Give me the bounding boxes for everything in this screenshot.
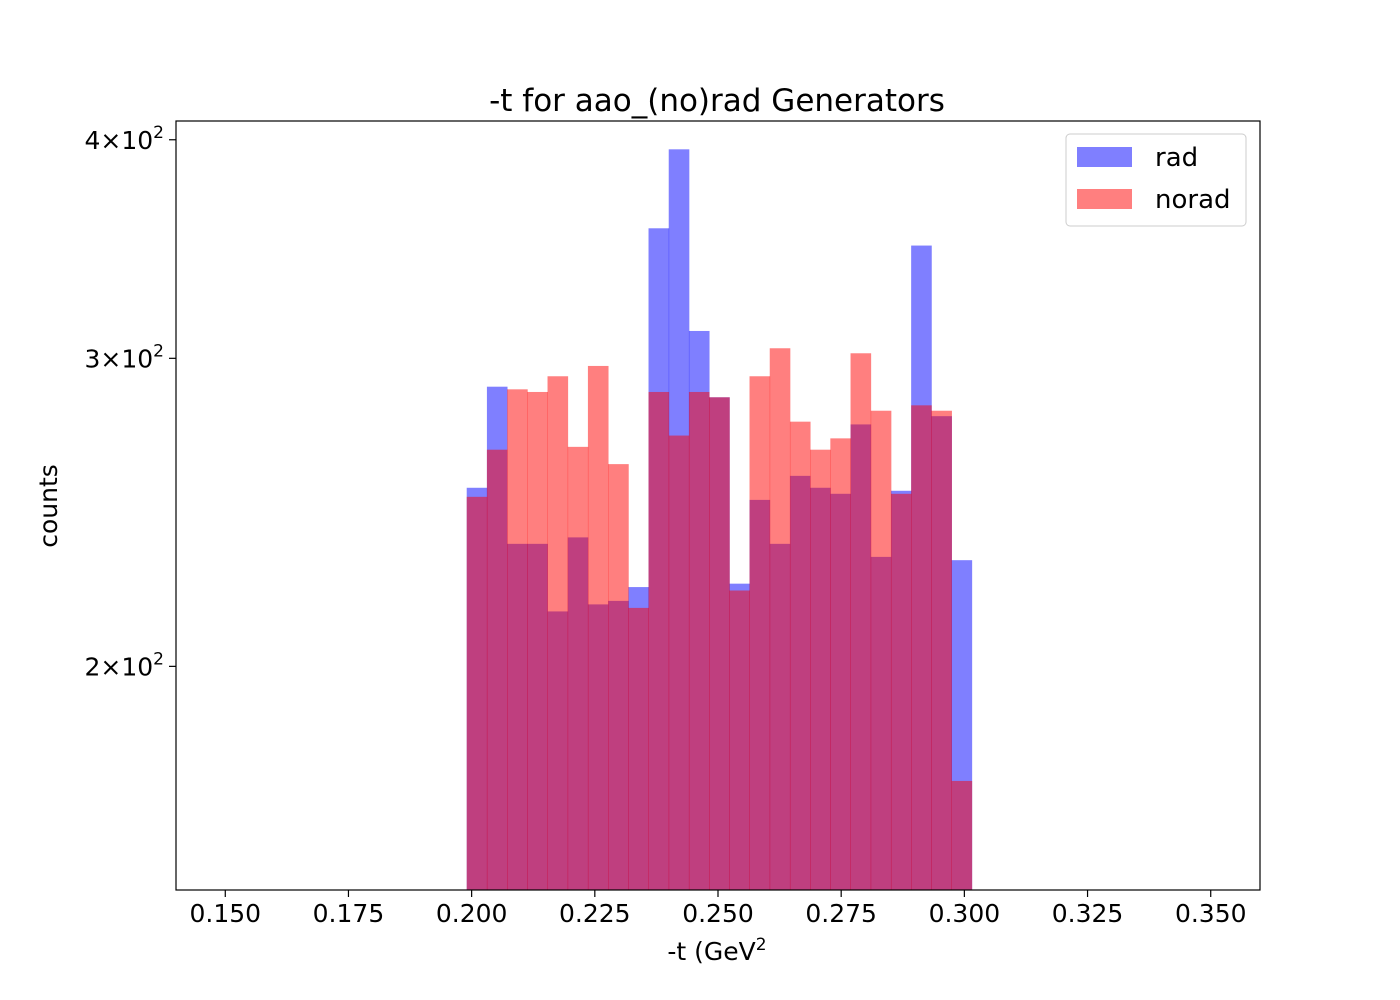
bar-norad-15 <box>769 348 791 890</box>
bar-norad-11 <box>688 391 710 890</box>
bar-norad-17 <box>810 449 831 890</box>
x-tick-label: 0.150 <box>189 899 261 928</box>
x-tick-label: 0.325 <box>1052 899 1124 928</box>
bar-norad-6 <box>587 365 609 890</box>
legend: rad norad <box>1065 133 1247 227</box>
y-tick-label: 2×102 <box>85 649 165 681</box>
bar-norad-18 <box>830 438 851 890</box>
bar-norad-8 <box>628 607 649 890</box>
y-axis: 2×102 3×102 4×102 <box>85 123 176 681</box>
bar-norad-7 <box>608 464 629 890</box>
x-axis: 0.150 0.175 0.200 0.225 0.250 0.275 0.300 0.325… <box>189 890 1247 928</box>
bar-norad-16 <box>789 421 811 890</box>
x-tick-label: 0.200 <box>436 899 508 928</box>
bar-norad-23 <box>931 410 952 890</box>
bar-norad-9 <box>648 391 670 890</box>
legend-swatch-norad <box>1077 189 1132 209</box>
bar-norad-24 <box>951 780 973 890</box>
y-tick-label: 3×102 <box>85 341 165 373</box>
bar-norad-10 <box>668 435 690 890</box>
bar-norad-20 <box>870 410 892 890</box>
x-tick-label: 0.225 <box>559 899 631 928</box>
x-tick-label: 0.300 <box>929 899 1001 928</box>
bar-norad-21 <box>890 493 912 890</box>
bar-norad-4 <box>547 376 569 890</box>
y-axis-title: counts <box>34 464 63 548</box>
x-tick-label: 0.350 <box>1175 899 1247 928</box>
legend-swatch-rad <box>1077 147 1132 167</box>
x-axis-title-text: -t (GeV <box>667 937 755 966</box>
bars-layer <box>466 149 973 891</box>
bar-norad-22 <box>911 405 932 890</box>
series-norad <box>466 348 973 890</box>
legend-label-rad: rad <box>1155 143 1198 173</box>
x-axis-title: -t (GeV2 <box>667 935 766 966</box>
x-tick-label: 0.175 <box>313 899 385 928</box>
bar-norad-5 <box>567 446 589 890</box>
x-tick-label: 0.275 <box>805 899 877 928</box>
bar-norad-19 <box>850 353 872 890</box>
y-tick-label: 4×102 <box>85 123 165 155</box>
x-tick-label: 0.250 <box>682 899 754 928</box>
bar-norad-13 <box>729 590 750 890</box>
x-axis-title-superscript: 2 <box>756 935 767 955</box>
bar-norad-14 <box>749 376 771 890</box>
legend-label-norad: norad <box>1155 185 1231 215</box>
bar-norad-1 <box>486 449 508 890</box>
bar-norad-0 <box>466 496 488 890</box>
bar-norad-3 <box>527 391 548 890</box>
bar-norad-12 <box>709 397 730 890</box>
bar-norad-2 <box>507 389 528 890</box>
chart-title: -t for aao_(no)rad Generators <box>489 83 945 119</box>
